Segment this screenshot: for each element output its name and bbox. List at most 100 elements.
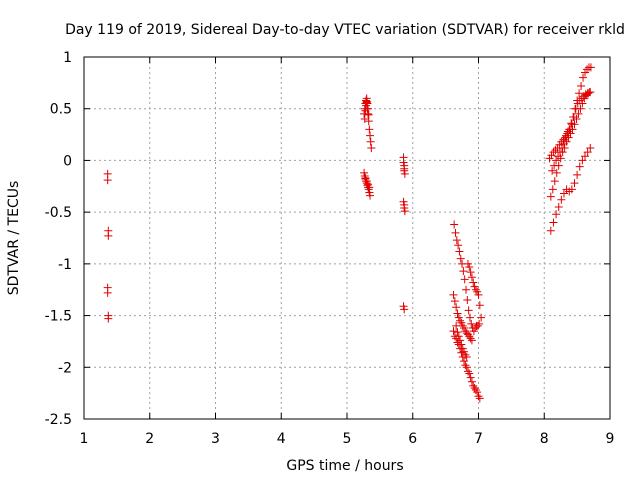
data-point (570, 179, 579, 188)
x-tick-label: 8 (540, 431, 549, 447)
data-point (360, 115, 369, 124)
grid-layer (84, 57, 610, 419)
data-point (103, 288, 112, 297)
data-point (571, 104, 580, 113)
data-point (548, 185, 557, 194)
data-point (364, 104, 373, 113)
data-point (569, 112, 578, 121)
data-point (554, 202, 563, 211)
data-point (362, 97, 371, 106)
data-point (567, 185, 576, 194)
data-point (466, 373, 475, 382)
data-point (462, 352, 471, 361)
data-point (366, 137, 375, 146)
data-point (470, 383, 479, 392)
data-point (563, 129, 572, 138)
data-point (462, 285, 471, 294)
data-point (465, 313, 474, 322)
y-tick-label: -2 (58, 360, 72, 376)
data-point (465, 369, 474, 378)
data-point (104, 231, 113, 240)
data-point (583, 89, 592, 98)
data-point (549, 218, 558, 227)
y-tick-label: 1 (63, 50, 72, 66)
data-point (557, 195, 566, 204)
data-point (466, 268, 475, 277)
data-point (556, 148, 565, 157)
data-point (559, 189, 568, 198)
data-point (475, 394, 484, 403)
data-point (460, 275, 469, 284)
data-point (365, 183, 374, 192)
data-point (567, 120, 576, 129)
data-point (473, 321, 482, 330)
data-point (581, 90, 590, 99)
data-point (474, 392, 483, 401)
x-tick-label: 9 (606, 431, 615, 447)
data-point (469, 278, 478, 287)
data-point (363, 99, 372, 108)
data-point (466, 334, 475, 343)
tick-layer: 1 2 3 4 5 6 7 8 9 1 0.5 0 -0.5 -1 -1.5 -2 -2.5 (45, 50, 615, 447)
data-point (565, 125, 574, 134)
data-point (561, 131, 570, 140)
data-point (456, 336, 465, 345)
data-point (579, 73, 588, 82)
data-point (475, 301, 484, 310)
data-point (471, 285, 480, 294)
data-point (400, 169, 409, 178)
data-point (454, 332, 463, 341)
data-point (452, 236, 461, 245)
data-point (585, 88, 594, 97)
data-point (577, 81, 586, 90)
data-point (475, 319, 484, 328)
data-point (366, 131, 375, 140)
data-point (103, 176, 112, 185)
data-point (367, 144, 376, 153)
data-point (455, 247, 464, 256)
data-point (561, 133, 570, 142)
data-point (581, 152, 590, 161)
data-point (463, 296, 472, 305)
data-point (469, 381, 478, 390)
x-tick-label: 3 (211, 431, 220, 447)
data-point (453, 328, 462, 337)
data-point (456, 316, 465, 325)
data-point (104, 314, 113, 323)
data-point (449, 327, 458, 336)
data-point (575, 96, 584, 105)
y-tick-label: 0 (63, 153, 72, 169)
data-point (459, 267, 468, 276)
data-point (400, 305, 409, 314)
data-point (552, 156, 561, 165)
data-point (550, 177, 559, 186)
data-point (467, 273, 476, 282)
data-point (474, 290, 483, 299)
data-point (460, 357, 469, 366)
data-point (552, 168, 561, 177)
x-tick-label: 4 (277, 431, 286, 447)
data-point (577, 94, 586, 103)
data-point (578, 156, 587, 165)
y-tick-label: -1 (58, 257, 72, 273)
data-point (467, 377, 476, 386)
data-point (554, 152, 563, 161)
data-point (454, 241, 463, 250)
data-point (461, 350, 470, 359)
data-point (461, 361, 470, 370)
data-point (366, 191, 375, 200)
data-point (550, 161, 559, 170)
data-point (567, 119, 576, 128)
data-point (457, 340, 466, 349)
data-point (551, 146, 560, 155)
data-points (103, 63, 595, 403)
data-point (363, 181, 372, 190)
data-point (574, 109, 583, 118)
data-point (586, 144, 595, 153)
x-tick-label: 1 (80, 431, 89, 447)
y-tick-label: -1.5 (45, 309, 72, 325)
data-point (586, 63, 595, 72)
data-point (365, 125, 374, 134)
data-point (463, 367, 472, 376)
